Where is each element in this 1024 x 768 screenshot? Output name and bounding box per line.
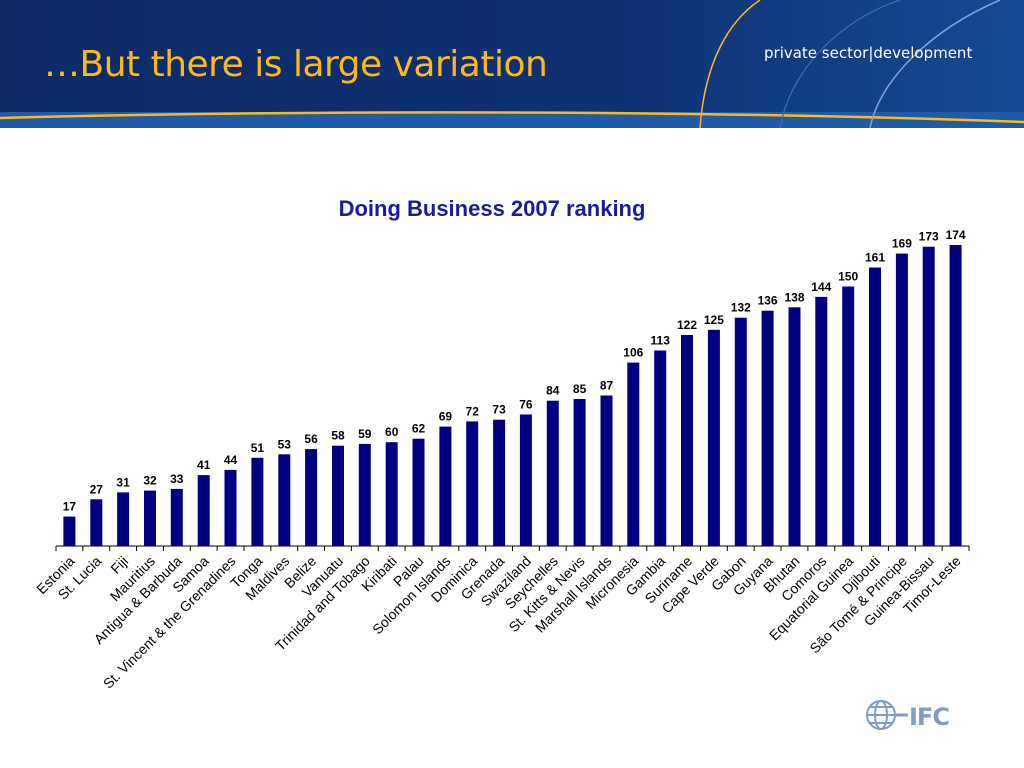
data-label: 173 (919, 230, 939, 244)
data-label: 125 (704, 313, 724, 327)
bar (305, 449, 318, 546)
data-label: 32 (143, 474, 157, 488)
data-label: 87 (600, 379, 614, 393)
data-label: 73 (492, 403, 506, 417)
bar (815, 296, 828, 546)
header-background (0, 0, 1024, 128)
data-label: 72 (466, 404, 480, 418)
bar (197, 475, 210, 546)
data-label: 51 (251, 441, 265, 455)
bar (251, 457, 264, 546)
data-label: 106 (623, 346, 643, 360)
bar (439, 426, 452, 546)
bar (278, 454, 291, 546)
bar (117, 492, 130, 546)
bar (466, 421, 479, 546)
data-label: 136 (758, 294, 778, 308)
data-label: 138 (784, 290, 804, 304)
data-label: 122 (677, 318, 697, 332)
data-label: 62 (412, 422, 426, 436)
data-label: 27 (90, 482, 104, 496)
bar (600, 395, 613, 546)
bar (895, 253, 908, 546)
bar (949, 245, 962, 546)
bar (788, 307, 801, 546)
bar (90, 499, 103, 546)
bar (493, 419, 506, 546)
bar (842, 286, 855, 546)
data-label: 41 (197, 458, 211, 472)
data-label: 169 (892, 237, 912, 251)
data-label: 85 (573, 382, 587, 396)
bar (761, 310, 774, 546)
bar (734, 317, 747, 546)
data-label: 150 (838, 270, 858, 284)
data-label: 59 (358, 427, 372, 441)
ifc-logo: IFC (866, 700, 950, 731)
bar (224, 469, 237, 546)
bar (546, 400, 559, 546)
data-label: 56 (304, 432, 318, 446)
data-label: 144 (811, 280, 831, 294)
bar (144, 490, 156, 546)
bar (332, 445, 344, 546)
ifc-logo-text: IFC (909, 703, 949, 731)
bar (654, 350, 667, 546)
bar (385, 442, 398, 546)
data-label: 17 (63, 500, 77, 514)
bar (412, 438, 425, 546)
bar (170, 488, 183, 546)
bar (63, 516, 76, 546)
data-label: 174 (946, 228, 966, 242)
data-label: 161 (865, 251, 885, 265)
brand-tagline: private sector|development (764, 44, 973, 62)
bar (519, 414, 532, 546)
bar (922, 246, 935, 546)
bar (627, 362, 640, 546)
bar (573, 399, 586, 546)
data-label: 132 (731, 301, 751, 315)
bar (358, 443, 371, 546)
data-label: 31 (116, 475, 130, 489)
slide-title: …But there is large variation (44, 44, 548, 85)
data-label: 53 (278, 437, 292, 451)
data-label: 44 (224, 453, 238, 467)
bar (707, 329, 720, 546)
data-label: 69 (439, 410, 453, 424)
data-label: 60 (385, 425, 399, 439)
data-label: 58 (331, 429, 345, 443)
data-label: 33 (170, 472, 184, 486)
bar (869, 267, 881, 546)
chart-title: Doing Business 2007 ranking (338, 196, 646, 221)
bar (681, 335, 693, 546)
data-label: 76 (519, 398, 533, 412)
globe-icon (866, 700, 896, 730)
data-label: 113 (651, 334, 671, 348)
slide-header (0, 0, 1024, 128)
data-label: 84 (546, 384, 560, 398)
